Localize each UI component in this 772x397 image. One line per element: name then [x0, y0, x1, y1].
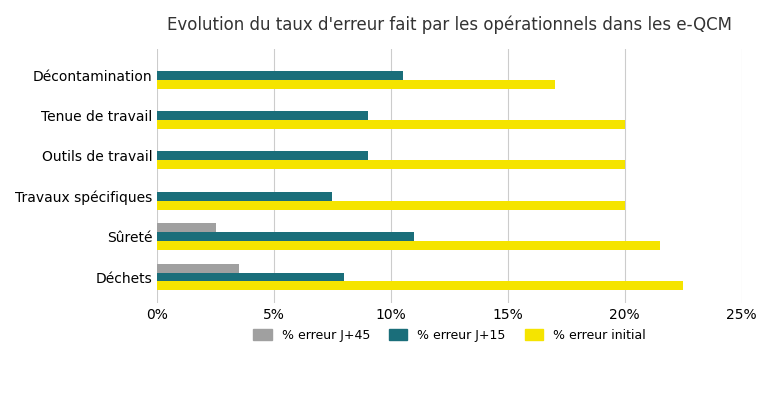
Bar — [157, 120, 625, 129]
Title: Evolution du taux d'erreur fait par les opérationnels dans les e-QCM: Evolution du taux d'erreur fait par les … — [167, 15, 732, 33]
Bar — [157, 160, 625, 169]
Bar — [157, 281, 683, 290]
Bar — [157, 80, 554, 89]
Bar — [157, 201, 625, 210]
Legend: % erreur J+45, % erreur J+15, % erreur initial: % erreur J+45, % erreur J+15, % erreur i… — [246, 322, 652, 348]
Bar — [157, 111, 367, 120]
Bar — [157, 241, 660, 250]
Bar — [157, 232, 415, 241]
Bar — [157, 273, 344, 281]
Bar — [157, 224, 215, 232]
Bar — [157, 152, 367, 160]
Bar — [157, 264, 239, 273]
Bar — [157, 71, 403, 80]
Bar — [157, 192, 333, 201]
